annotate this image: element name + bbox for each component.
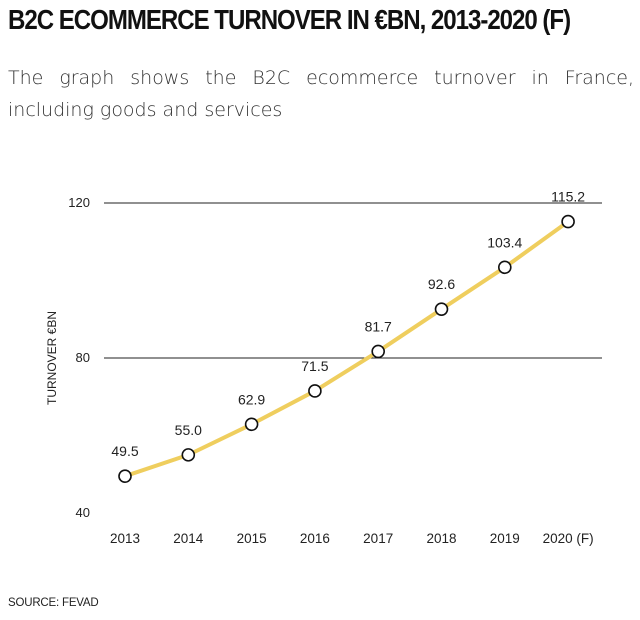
y-tick-labels: 40 80 120 <box>68 195 90 520</box>
y-axis-label: TURNOVER €BN <box>45 311 59 405</box>
data-label: 49.5 <box>111 443 138 459</box>
data-labels: 49.5 55.0 62.9 71.5 81.7 92.6 103.4 115.2 <box>111 189 585 460</box>
series-turnover <box>123 219 571 479</box>
data-label: 103.4 <box>487 234 522 250</box>
data-point-2013 <box>118 469 132 483</box>
data-point-2015 <box>244 417 259 432</box>
x-tick-label: 2020 (F) <box>543 531 594 546</box>
chart-title: B2C ECOMMERCE TURNOVER IN €BN, 2013-2020… <box>8 4 571 35</box>
data-label: 55.0 <box>175 422 202 438</box>
x-tick-label: 2018 <box>426 531 456 546</box>
data-label: 92.6 <box>428 276 455 292</box>
x-tick-label: 2017 <box>363 531 393 546</box>
data-point-2019 <box>497 260 512 275</box>
gridlines <box>104 202 602 359</box>
x-tick-label: 2014 <box>173 531 204 546</box>
data-point-2017 <box>371 344 386 359</box>
data-label: 71.5 <box>301 358 328 374</box>
y-tick-120: 120 <box>68 195 90 210</box>
y-tick-80: 80 <box>76 350 90 365</box>
x-tick-label: 2015 <box>237 531 267 546</box>
data-label: 81.7 <box>365 318 392 334</box>
x-tick-label: 2013 <box>110 531 140 546</box>
source-note: SOURCE: FEVAD <box>8 597 99 609</box>
data-point-2020-F- <box>561 214 575 229</box>
x-tick-label: 2016 <box>300 531 330 546</box>
data-point-2014 <box>181 448 196 462</box>
chart-subtitle: The graph shows the B2C ecommerce turnov… <box>8 67 634 121</box>
x-tick-labels: 2013 2014 2015 2016 2017 2018 2019 2020 (F) <box>110 531 594 546</box>
data-point-2018 <box>434 302 449 316</box>
x-tick-label: 2019 <box>490 531 520 546</box>
series-line <box>123 219 571 479</box>
data-points <box>118 214 575 483</box>
y-tick-40: 40 <box>76 505 90 520</box>
data-label: 62.9 <box>238 391 265 407</box>
data-label: 115.2 <box>551 189 585 205</box>
data-point-2016 <box>308 384 322 398</box>
